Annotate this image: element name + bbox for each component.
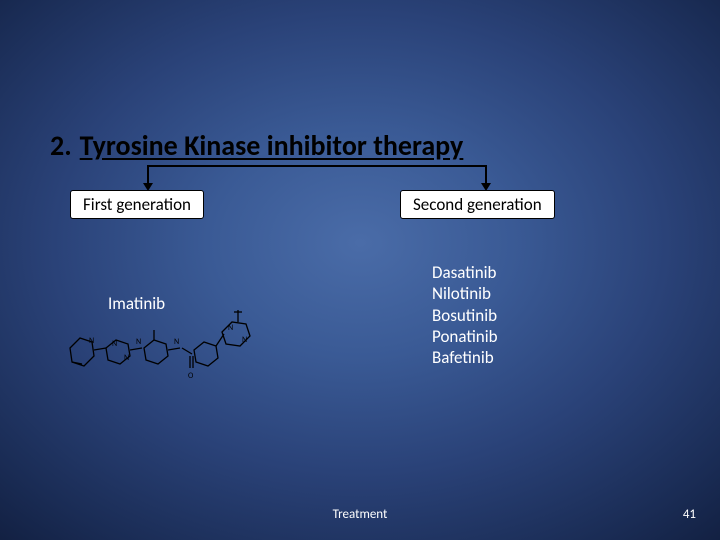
svg-text:N: N (124, 353, 129, 363)
connector-horizontal (147, 165, 487, 167)
list-item: Dasatinib (432, 262, 498, 283)
svg-text:N: N (228, 323, 233, 333)
svg-text:N: N (242, 335, 247, 345)
arrow-right-stem (485, 165, 487, 183)
arrow-left-stem (147, 165, 149, 183)
title-text: Tyrosine Kinase inhibitor therapy (80, 128, 464, 163)
list-item: Bosutinib (432, 305, 498, 326)
slide-title: 2. Tyrosine Kinase inhibitor therapy (50, 128, 463, 163)
first-generation-label: First generation (83, 194, 191, 215)
page-number: 41 (683, 507, 696, 522)
svg-text:N: N (174, 337, 179, 347)
list-item: Nilotinib (432, 283, 498, 304)
second-generation-label: Second generation (413, 194, 542, 215)
svg-text:N: N (136, 337, 141, 347)
svg-text:N: N (112, 339, 117, 349)
footer-label: Treatment (333, 507, 388, 522)
svg-text:O: O (188, 371, 194, 381)
first-generation-box: First generation (70, 190, 204, 219)
list-item: Ponatinib (432, 326, 498, 347)
molecule-structure-icon: N N N N N O N (62, 270, 287, 385)
second-generation-box: Second generation (400, 190, 555, 219)
list-item: Bafetinib (432, 347, 498, 368)
slide: 2. Tyrosine Kinase inhibitor therapy Fir… (0, 0, 720, 540)
svg-text:N: N (89, 336, 94, 346)
second-generation-drug-list: Dasatinib Nilotinib Bosutinib Ponatinib … (432, 262, 498, 368)
title-number: 2. (50, 128, 72, 163)
